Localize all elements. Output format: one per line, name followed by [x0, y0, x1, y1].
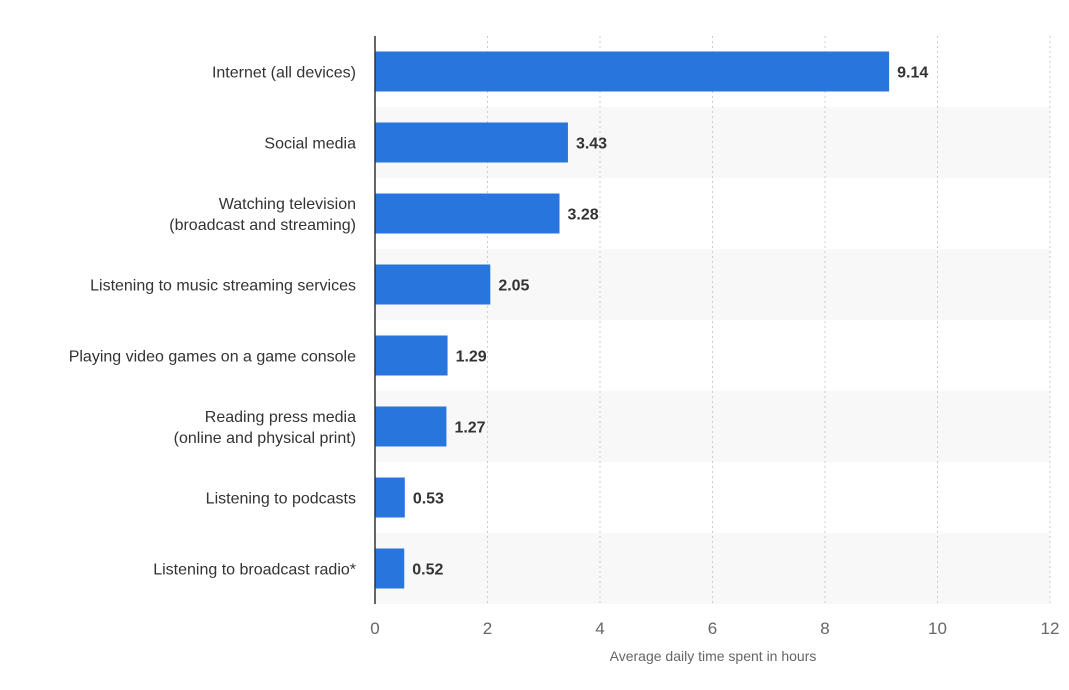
category-label: Playing video games on a game console: [69, 349, 356, 366]
value-label: 1.29: [456, 349, 487, 366]
row-band: [375, 533, 1050, 604]
bar: [375, 406, 447, 447]
category-label: Listening to music streaming services: [90, 278, 356, 295]
value-label: 1.27: [454, 420, 485, 437]
bar: [375, 51, 890, 92]
x-tick-label: 8: [820, 619, 829, 638]
value-label: 2.05: [498, 278, 529, 295]
category-label: Listening to podcasts: [206, 491, 356, 508]
category-label: Listening to broadcast radio*: [153, 562, 356, 579]
category-label: Social media: [264, 136, 356, 153]
x-tick-label: 6: [708, 619, 717, 638]
value-label: 0.52: [412, 562, 443, 579]
category-label: Internet (all devices): [212, 65, 356, 82]
value-label: 9.14: [897, 65, 928, 82]
value-label: 0.53: [413, 491, 444, 508]
category-label: Watching television: [219, 196, 356, 213]
bar: [375, 122, 568, 163]
value-labels: 9.14 3.43 3.28 2.05 1.29 1.27 0.53 0.52: [412, 65, 928, 579]
bars: [375, 51, 890, 589]
x-tick-label: 10: [928, 619, 947, 638]
x-tick-labels: 0 2 4 6 8 10 12: [370, 619, 1059, 638]
category-labels: Internet (all devices) Social media Watchi…: [69, 65, 356, 579]
bar: [375, 477, 405, 518]
x-axis-title: Average daily time spent in hours: [610, 648, 817, 664]
x-tick-label: 0: [370, 619, 379, 638]
x-tick-label: 2: [483, 619, 492, 638]
bar: [375, 264, 491, 305]
bar: [375, 335, 448, 376]
bar: [375, 548, 405, 589]
bar: [375, 193, 560, 234]
category-label: Reading press media: [205, 409, 356, 426]
value-label: 3.28: [568, 207, 599, 224]
category-label: (online and physical print): [174, 430, 356, 447]
x-tick-label: 12: [1041, 619, 1060, 638]
category-label: (broadcast and streaming): [169, 217, 356, 234]
value-label: 3.43: [576, 136, 607, 153]
x-tick-label: 4: [595, 619, 604, 638]
